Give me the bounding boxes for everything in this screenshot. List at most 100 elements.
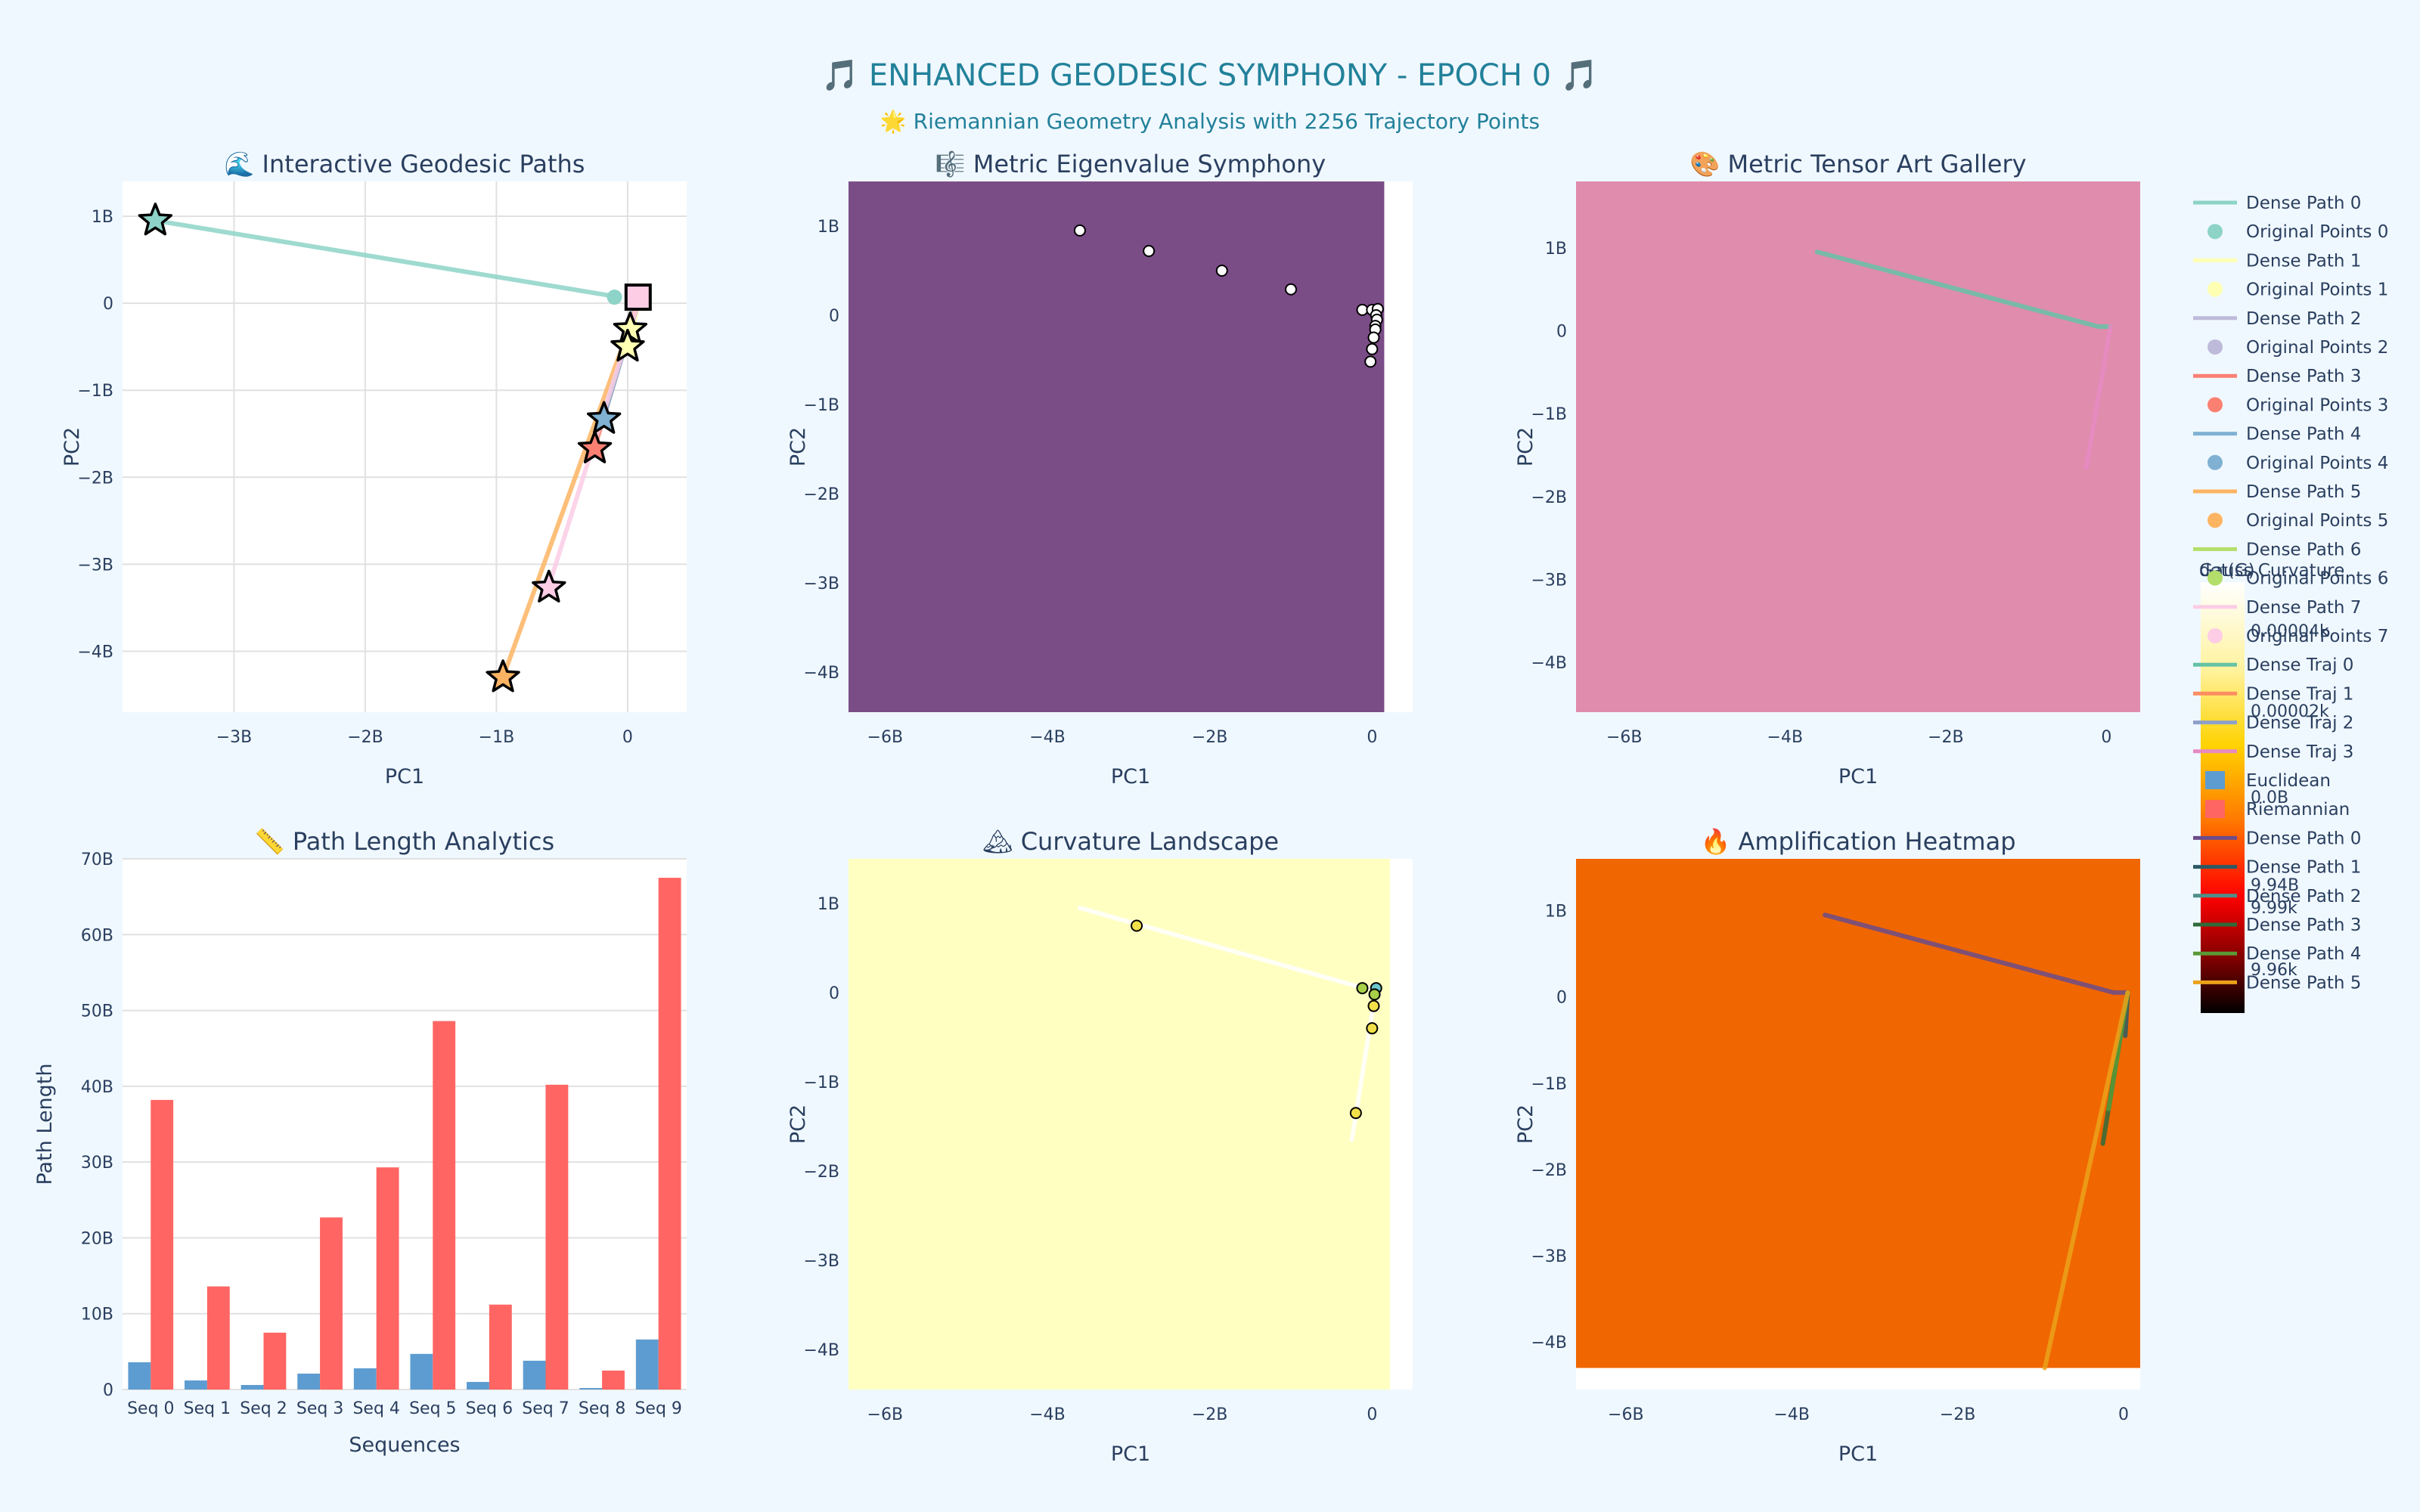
data-point [1215,264,1228,277]
y-tick-label: 1B [818,895,839,914]
chart-title: 📏 Path Length Analytics [255,827,554,856]
y-tick-label: −1B [803,396,839,415]
legend-label: Dense Path 0 [2246,194,2361,213]
y-tick-label: −1B [77,382,113,401]
y-tick-label: −2B [803,1163,839,1182]
legend-label: Dense Traj 3 [2246,742,2353,762]
colorbar-label: 9.96k [2251,961,2297,980]
data-point [1366,1022,1379,1035]
legend-item: Original Points 3 [2207,395,2388,415]
y-tick-label: 30B [81,1154,113,1173]
data-point [1073,224,1086,237]
y-axis-label: PC2 [786,427,810,466]
data-point [1368,988,1381,1001]
series-line-0 [1814,249,2113,329]
legend-item: Euclidean [2205,771,2331,791]
legend-label: Dense Path 5 [2246,973,2361,993]
legend-label: Original Points 5 [2246,511,2388,531]
x-tick-label: 0 [2118,1405,2129,1424]
y-tick-label: 0 [829,984,839,1003]
y-tick-label: −1B [1531,405,1567,424]
chart-p2: −6B −4B −2B 0 1B 0 −1B −2B −3B −4B PC1 PC2 🎼 Metric … [786,150,1413,789]
bar-riemannian [658,878,681,1390]
bar-riemannian [263,1332,287,1390]
legend-item: Original Points 7 [2207,627,2388,646]
y-tick-label: −3B [1531,572,1567,590]
legend-item: Dense Path 5 [2193,482,2361,502]
x-tick-label: −6B [1606,728,1643,747]
y-tick-label: −4B [77,643,113,662]
x-tick-label: −2B [1192,728,1228,747]
chart-p3: −6B −4B −2B 0 1B 0 −1B −2B −3B −4B PC1 PC2 🎨 Metric … [1514,150,2140,789]
x-tick-label: −2B [1928,728,1964,747]
chart-title: 🎨 Metric Tensor Art Gallery [1689,150,2026,178]
legend-item: Original Points 6 [2207,569,2388,589]
data-point-star [577,430,613,463]
y-axis-label: PC2 [1514,427,1537,466]
legend-label: Dense Path 4 [2246,944,2361,964]
legend-item: Original Points 5 [2207,511,2388,531]
chart-title: 🏔 Curvature Landscape [982,827,1279,856]
y-tick-label: 40B [81,1078,113,1097]
legend-label: Dense Path 2 [2246,309,2361,329]
data-point [1367,331,1380,344]
legend-swatch-dot [2207,513,2223,528]
x-axis-label: PC1 [1838,765,1878,789]
data-point-star [610,328,645,362]
y-tick-label: 0 [1556,989,1567,1008]
legend-label: Original Points 6 [2246,569,2388,589]
data-point [1143,245,1156,258]
y-tick-label: 20B [81,1229,113,1248]
y-tick-label: −4B [1531,654,1567,673]
bar-euclidean [467,1381,489,1390]
x-tick-label: Seq 4 [352,1399,399,1418]
y-tick-label: 1B [1545,240,1567,259]
x-axis-label: PC1 [1111,765,1150,789]
legend-item: Dense Path 1 [2193,251,2361,271]
x-tick-label: −4B [1029,1405,1066,1424]
bar-riemannian [206,1286,230,1390]
x-tick-label: −1B [479,728,515,747]
bar-euclidean [635,1339,659,1390]
legend-item: Dense Path 0 [2193,829,2361,848]
y-tick-label: 1B [1545,902,1567,921]
bar-euclidean [523,1360,546,1390]
y-tick-label: −3B [77,556,113,575]
legend-item: Original Points 0 [2207,222,2388,242]
y-tick-label: 10B [81,1306,113,1325]
legend-label: Euclidean [2246,771,2331,791]
legend-swatch-bar [2205,771,2225,789]
bar-euclidean [185,1380,207,1390]
x-tick-label: Seq 3 [296,1399,343,1418]
data-point-star [587,401,622,434]
y-tick-label: −2B [1531,488,1567,507]
legend-swatch-dot [2207,628,2223,643]
data-point [1284,283,1297,296]
series-line-5 [501,301,641,680]
legend-item: Original Points 4 [2207,454,2388,473]
legend-label: Dense Path 4 [2246,425,2361,445]
legend-item: Dense Path 2 [2193,887,2361,906]
bar-riemannian [433,1021,456,1390]
y-tick-label: −1B [803,1074,839,1092]
legend-item: Dense Path 3 [2193,367,2361,386]
legend-item: Dense Traj 0 [2193,655,2353,675]
x-tick-label: 0 [1367,728,1377,747]
chart-title: 🌊 Interactive Geodesic Paths [225,150,585,178]
y-axis-label: PC2 [786,1105,810,1144]
y-tick-label: −2B [1531,1161,1567,1180]
chart-p5: −6B −4B −2B 0 1B 0 −1B −2B −3B −4B PC1 PC2 🏔 Curvatu… [786,827,1413,1466]
legend-label: Dense Traj 1 [2246,684,2353,704]
page-title: 🎵 ENHANCED GEODESIC SYMPHONY - EPOCH 0 🎵 [821,58,1599,93]
x-tick-label: −4B [1773,1405,1810,1424]
x-axis-label: PC1 [1111,1442,1150,1466]
y-tick-label: −4B [1531,1334,1567,1352]
y-tick-label: 0 [103,1381,113,1400]
y-tick-label: 1B [92,208,113,227]
colorbar-label: 9.94B [2251,876,2299,895]
y-tick-label: −3B [1531,1247,1567,1266]
legend-label: Original Points 7 [2246,627,2388,646]
legend-label: Dense Path 3 [2246,916,2361,935]
